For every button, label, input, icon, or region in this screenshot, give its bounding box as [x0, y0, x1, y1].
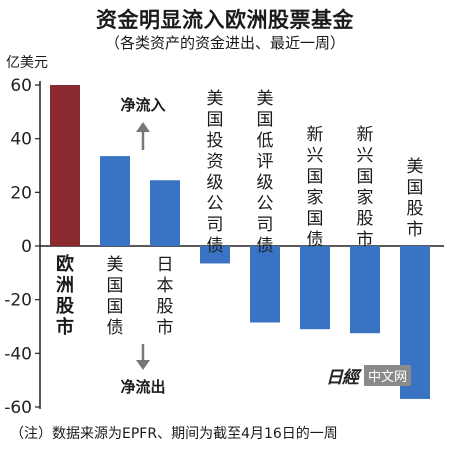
y-tick-label: 20 — [10, 183, 32, 203]
category-label: 欧洲股市 — [55, 253, 75, 338]
category-label: 新兴国家股市 — [357, 125, 374, 250]
y-tick-label: -40 — [4, 344, 32, 364]
y-axis-unit-label: 亿美元 — [6, 55, 48, 71]
outflow-label: 净流出 — [120, 378, 165, 396]
chart-title: 资金明显流入欧洲股票基金 — [96, 8, 354, 32]
y-tick-label: 0 — [21, 237, 32, 257]
bar-6 — [300, 246, 330, 330]
down-arrow-icon — [136, 360, 150, 370]
bar-3 — [150, 180, 180, 246]
bar-7 — [350, 246, 380, 334]
chart-footnote: （注）数据来源为EPFR、期间为截至4月16日的一周 — [10, 426, 338, 442]
category-label: 美国投资级公司债 — [207, 89, 224, 256]
y-tick-label: 60 — [10, 76, 32, 96]
y-tick-label: -20 — [4, 291, 32, 311]
chart-subtitle: （各类资产的资金进出、最近一周） — [104, 34, 345, 52]
y-tick-label: -60 — [4, 398, 32, 418]
up-arrow-icon — [136, 122, 150, 132]
inflow-label: 净流入 — [120, 96, 165, 114]
category-label: 美国低评级公司债 — [257, 89, 274, 256]
bar-2 — [100, 156, 130, 246]
bar-5 — [250, 246, 280, 323]
category-label: 新兴国家国债 — [307, 125, 324, 250]
category-label: 美国股市 — [407, 157, 424, 240]
bar-1 — [50, 85, 80, 246]
watermark-logo: 日經 — [326, 368, 359, 388]
nikkei-watermark: 日經 中文网 — [322, 363, 412, 388]
bar-4 — [200, 246, 230, 264]
y-tick-label: 40 — [10, 130, 32, 150]
watermark-text: 中文网 — [364, 365, 412, 386]
category-label: 美国国债 — [107, 255, 124, 338]
category-label: 日本股市 — [157, 255, 174, 338]
